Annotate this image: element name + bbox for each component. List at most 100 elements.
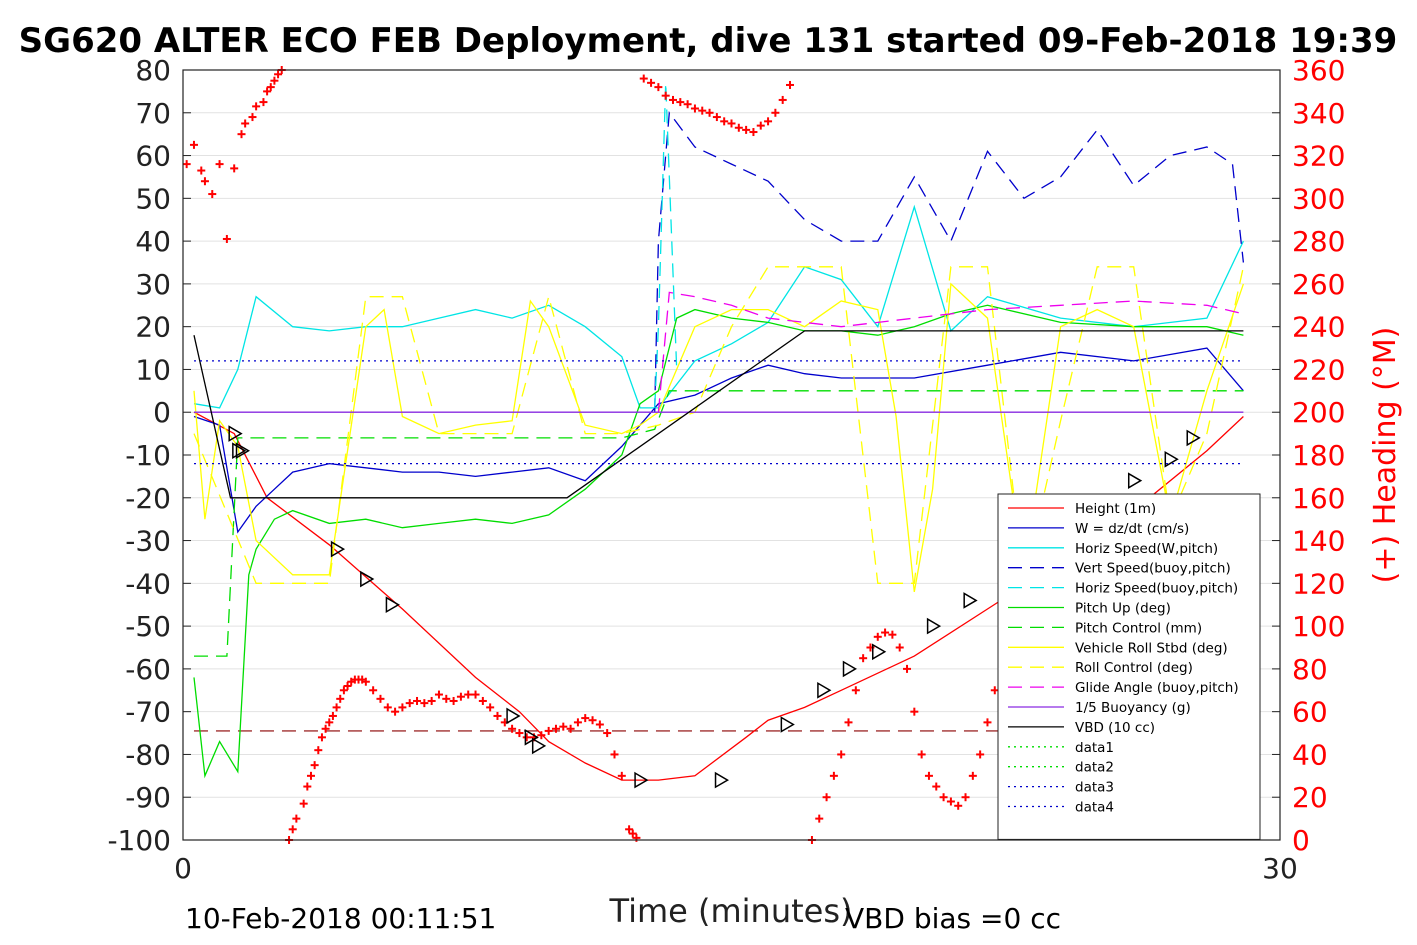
series-line-4 [654,82,678,408]
y-tick-label: 40 [135,225,171,258]
heading-point [639,74,648,83]
heading-point [508,724,517,733]
heading-point [837,750,846,759]
heading-point [610,750,619,759]
x-tick-label: 30 [1262,852,1298,885]
heading-point [690,104,699,113]
heading-point [581,714,590,723]
heading-point [778,95,787,104]
dive-marker [926,617,942,635]
series-lines [193,82,1245,781]
y-tick-label: -80 [125,738,171,771]
y-right-tick-label: 180 [1292,439,1345,472]
heading-point [895,643,904,652]
heading-point [464,690,473,699]
heading-point [676,98,685,107]
dive-marker [228,425,243,442]
heading-point [628,829,637,838]
heading-point [328,711,337,720]
y-tick-label: 0 [153,396,171,429]
heading-point [449,696,458,705]
heading-point [668,95,677,104]
heading-point [515,729,524,738]
heading-point [939,793,948,802]
heading-point [961,793,970,802]
y-tick-label: -50 [125,610,171,643]
heading-point [332,703,341,712]
legend-label: data1 [1075,740,1114,756]
y-tick-label: -20 [125,482,171,515]
legend-entry: 1/5 Buoyancy (g) [1008,700,1191,716]
heading-point [266,83,275,92]
y-right-tick-label: 80 [1292,653,1328,686]
legend-entry: Vert Speed(buoy,pitch) [1008,561,1231,577]
heading-point [647,78,656,87]
heading-point [493,711,502,720]
legend-label: Height (1m) [1075,501,1156,517]
y-tick-label: -70 [125,696,171,729]
heading-point [888,630,897,639]
y-tick-label: 80 [135,54,171,87]
heading-point [873,632,882,641]
heading-point [968,771,977,780]
heading-point [306,771,315,780]
heading-point [478,696,487,705]
y-tick-label: -60 [125,653,171,686]
y-tick-label: 60 [135,140,171,173]
dive-marker [1186,429,1201,447]
y-axis-right: 3603403203002802602402202001801601401201… [1272,54,1345,857]
y-right-tick-label: 40 [1292,738,1328,771]
heading-point [413,696,422,705]
legend-label: VBD (10 cc) [1075,720,1155,736]
heading-point [910,707,919,716]
heading-point [829,771,838,780]
heading-point [983,718,992,727]
heading-point [946,797,955,806]
y-tick-label: 70 [135,97,171,130]
heading-point [197,166,206,175]
heading-point [705,108,714,117]
dive-marker [524,729,539,746]
heading-point [573,718,582,727]
heading-point [698,106,707,115]
heading-point [252,102,261,111]
x-axis-label: Time (minutes) [609,892,853,930]
y-right-tick-label: 280 [1292,225,1345,258]
legend-entry: Pitch Up (deg) [1008,601,1171,617]
heading-point [712,113,721,122]
heading-point [720,117,729,126]
y-axis-left: 80 70 60 50 40 30 20 10 0 -10 -20 -30 -40 -50 -60 -70 -8… [107,54,191,857]
dive-marker [506,707,521,725]
dive-marker [1164,450,1179,468]
heading-point [917,750,926,759]
heading-point [314,746,323,755]
footer-vbd-bias: VBD bias =0 cc [845,902,1061,935]
legend-entry: VBD (10 cc) [1008,720,1155,736]
legend-entry: Pitch Control (mm) [1008,620,1202,636]
y-right-tick-label: 100 [1292,610,1345,643]
heading-point [391,707,400,716]
heading-point [317,733,326,742]
heading-point [303,782,312,791]
y-axis-right-label: (+) Heading (°M) [1368,327,1403,584]
legend-label: Glide Angle (buoy,pitch) [1075,680,1239,696]
heading-point [786,80,795,89]
heading-point [259,98,268,107]
legend-label: Vert Speed(buoy,pitch) [1075,561,1231,577]
heading-point [566,724,575,733]
heading-point [815,814,824,823]
heading-point [844,718,853,727]
dive-marker [232,442,247,460]
heading-point [274,70,283,79]
heading-point [924,771,933,780]
heading-point [932,782,941,791]
heading-point [756,121,765,130]
y-right-tick-label: 220 [1292,353,1345,386]
series-line-5 [193,304,1244,779]
heading-point [559,722,568,731]
y-right-tick-label: 200 [1292,396,1345,429]
heading-point [369,686,378,695]
heading-point [771,108,780,117]
heading-point [990,686,999,695]
heading-point [248,113,257,122]
